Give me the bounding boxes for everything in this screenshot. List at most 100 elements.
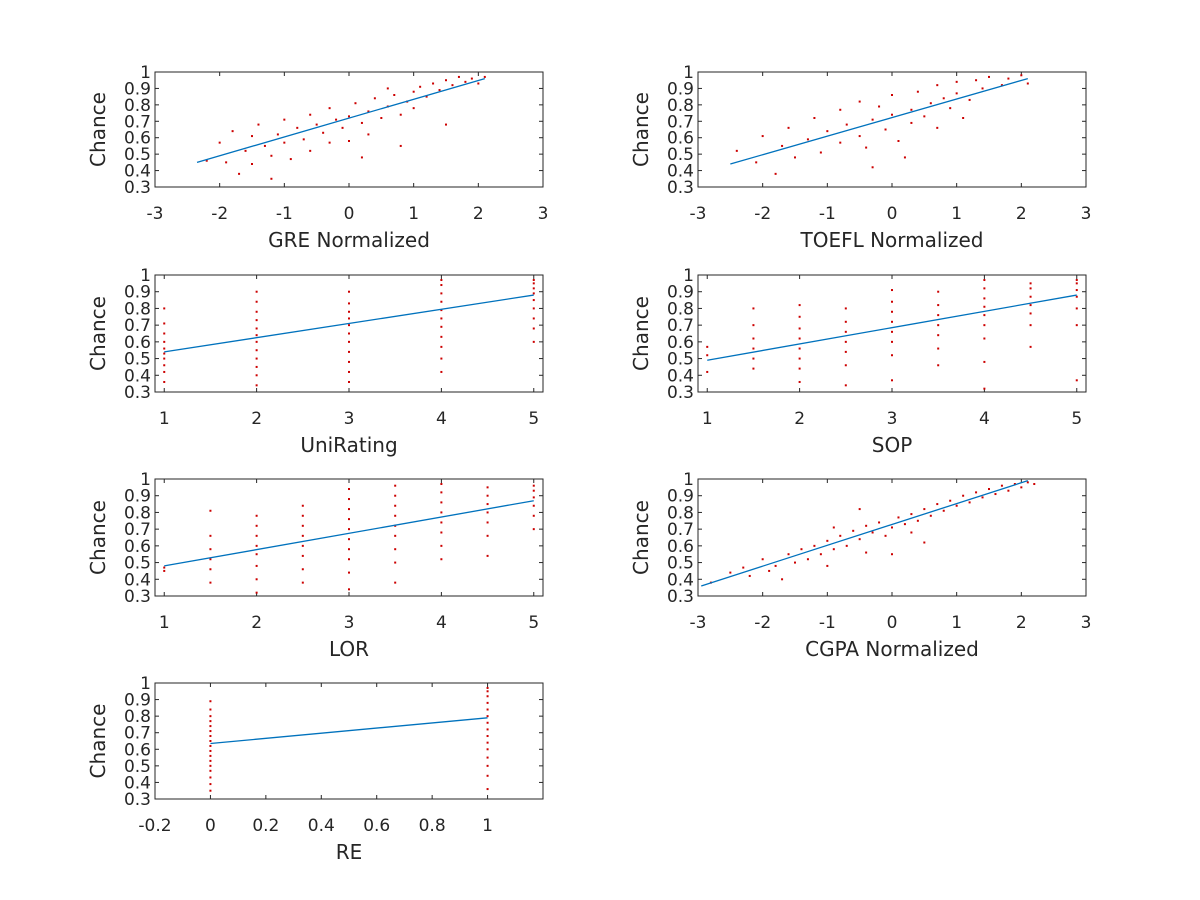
data-point [532,317,535,320]
data-point [968,501,971,504]
x-tick-label: 0 [344,204,355,224]
data-point [255,544,258,547]
y-tick-label: 0.7 [124,724,151,744]
data-point [367,133,370,136]
data-point [936,84,939,87]
x-tick-label: -0.2 [138,816,171,836]
data-point [451,84,454,87]
data-point [844,320,847,323]
data-point [884,534,887,537]
data-point [806,138,809,141]
data-point [394,561,397,564]
data-point [937,364,940,367]
data-point [348,360,350,363]
y-tick-label: 0.4 [667,162,694,182]
data-point [891,289,893,292]
data-point [360,156,363,159]
y-tick-label: 0.8 [124,299,151,319]
data-point [486,756,489,759]
data-point [255,319,258,322]
y-tick-label: 0.8 [124,707,151,727]
data-point [255,564,258,567]
y-tick-label: 0.4 [124,366,151,386]
data-point [209,581,212,584]
data-point [798,380,801,383]
data-point [255,365,258,368]
data-point [309,113,312,116]
data-point [163,340,166,343]
data-point [283,118,286,121]
data-point [440,370,443,373]
data-point [301,504,304,507]
x-tick-label: 3 [1081,204,1092,224]
y-tick-label: 1 [683,470,694,490]
x-tick-label: 0.8 [419,816,446,836]
x-axis-label: LOR [329,637,369,661]
x-tick-label: 3 [344,613,355,633]
data-point [209,764,212,767]
data-point [826,539,829,542]
y-tick-label: 0.3 [667,178,694,198]
data-point [774,172,777,175]
x-axis-label: RE [336,840,363,864]
data-point [871,166,874,169]
data-point [891,320,893,323]
data-point [910,531,913,534]
data-point [470,77,473,80]
data-point [1029,304,1032,307]
data-point [1000,84,1003,87]
data-point [942,509,945,512]
data-point [748,574,751,577]
data-point [440,521,443,524]
data-point [891,330,893,333]
data-point [806,558,809,561]
data-point [761,135,764,138]
x-tick-label: -3 [147,204,164,224]
y-tick-label: 0.6 [124,129,151,149]
data-point [532,504,535,507]
x-tick-label: 2 [794,409,805,429]
data-point [399,113,402,116]
data-point [949,499,952,502]
data-point [477,82,480,85]
fit-line [730,77,1028,165]
x-tick-label: 2 [473,204,484,224]
data-point [486,686,489,689]
data-point [440,531,443,534]
data-point [798,367,801,370]
y-tick-label: 0.3 [124,790,151,810]
data-point [532,279,535,282]
data-point [897,140,900,142]
data-point [163,364,166,367]
y-tick-label: 0.4 [667,570,694,590]
data-point [251,135,253,138]
data-point [348,528,350,531]
data-point [163,307,166,310]
x-tick-label: 0 [887,613,898,633]
data-point [955,504,958,507]
data-point [348,588,350,591]
y-tick-label: 1 [140,470,151,490]
data-point [445,79,447,82]
data-point [301,514,304,517]
data-point [486,690,489,693]
data-point [1000,484,1003,487]
data-point [255,524,258,527]
data-point [255,553,258,556]
x-tick-label: 0.2 [252,816,279,836]
data-point [910,108,913,111]
data-point [981,87,984,90]
data-point [975,491,978,494]
y-tick-label: 0.9 [667,487,694,507]
data-point [209,776,212,779]
y-tick-label: 0.8 [667,299,694,319]
data-point [844,340,847,343]
x-tick-label: 1 [159,613,170,633]
data-point [844,364,847,367]
y-tick-label: 1 [683,266,694,286]
data-point [322,131,325,134]
data-point [486,741,489,744]
y-tick-label: 0.9 [124,487,151,507]
data-point [457,75,460,78]
